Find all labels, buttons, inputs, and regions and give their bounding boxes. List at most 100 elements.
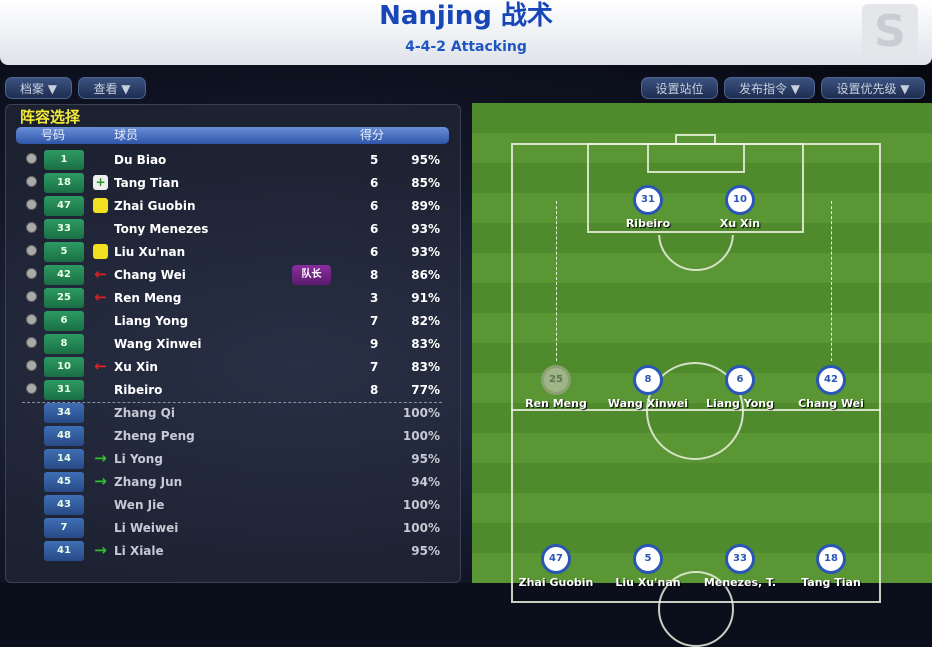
player-condition: 95% <box>411 153 440 167</box>
player-row[interactable]: 41 → Li Xiale 95% <box>20 540 450 562</box>
shirt-number[interactable]: 47 <box>44 196 84 216</box>
shirt-number[interactable]: 34 <box>44 403 84 423</box>
player-row[interactable]: 18 + Tang Tian 6 85% <box>20 172 450 194</box>
pitch-player-label: Ren Meng <box>525 397 587 410</box>
pitch-player-marker[interactable]: 33 <box>725 544 755 574</box>
player-condition: 93% <box>411 222 440 236</box>
ball-icon <box>26 268 37 279</box>
player-name[interactable]: Li Weiwei <box>114 521 179 535</box>
player-name[interactable]: Du Biao <box>114 153 167 167</box>
pitch-player-marker[interactable]: 25 <box>541 365 571 395</box>
pitch-player-marker[interactable]: 10 <box>725 185 755 215</box>
player-condition: 95% <box>411 544 440 558</box>
ball-icon <box>26 337 37 348</box>
player-rating: 7 <box>370 360 379 374</box>
player-name[interactable]: Ribeiro <box>114 383 163 397</box>
player-rating: 6 <box>370 176 379 190</box>
player-rating: 7 <box>370 314 379 328</box>
issue-instructions-button[interactable]: 发布指令 ▼ <box>724 77 815 99</box>
shirt-number[interactable]: 41 <box>44 541 84 561</box>
player-row[interactable]: 25 ← Ren Meng 3 91% <box>20 287 450 309</box>
red-arrow-icon: ← <box>94 288 107 306</box>
shirt-number[interactable]: 6 <box>44 311 84 331</box>
shirt-number[interactable]: 33 <box>44 219 84 239</box>
pitch-player-marker[interactable]: 18 <box>816 544 846 574</box>
pitch-player-marker[interactable]: 8 <box>633 365 663 395</box>
player-condition: 89% <box>411 199 440 213</box>
player-condition: 91% <box>411 291 440 305</box>
player-row[interactable]: 42 ← Chang Wei 队长 8 86% <box>20 264 450 286</box>
player-row[interactable]: 45 → Zhang Jun 94% <box>20 471 450 493</box>
six-yard-box <box>647 143 745 173</box>
pitch-player-marker[interactable]: 42 <box>816 365 846 395</box>
player-name[interactable]: Zhang Jun <box>114 475 183 489</box>
shirt-number[interactable]: 7 <box>44 518 84 538</box>
player-condition: 95% <box>411 452 440 466</box>
pitch-player-marker[interactable]: 6 <box>725 365 755 395</box>
player-name[interactable]: Li Yong <box>114 452 163 466</box>
player-row[interactable]: 43 Wen Jie 100% <box>20 494 450 516</box>
player-row[interactable]: 14 → Li Yong 95% <box>20 448 450 470</box>
player-row[interactable]: 5 Liu Xu'nan 6 93% <box>20 241 450 263</box>
player-row[interactable]: 1 Du Biao 5 95% <box>20 149 450 171</box>
player-name[interactable]: Liu Xu'nan <box>114 245 186 259</box>
col-rating[interactable]: 得分 <box>360 128 385 142</box>
player-name[interactable]: Ren Meng <box>114 291 182 305</box>
player-condition: 83% <box>411 360 440 374</box>
player-name[interactable]: Chang Wei <box>114 268 186 282</box>
shirt-number[interactable]: 31 <box>44 380 84 400</box>
player-name[interactable]: Li Xiale <box>114 544 164 558</box>
player-name[interactable]: Tony Menezes <box>114 222 209 236</box>
pitch-player-label: Wang Xinwei <box>607 397 689 410</box>
player-row[interactable]: 6 Liang Yong 7 82% <box>20 310 450 332</box>
player-name[interactable]: Zhai Guobin <box>114 199 196 213</box>
player-name[interactable]: Xu Xin <box>114 360 158 374</box>
player-row[interactable]: 47 Zhai Guobin 6 89% <box>20 195 450 217</box>
set-positions-button[interactable]: 设置站位 <box>641 77 718 99</box>
subs-divider <box>22 402 442 403</box>
player-rating: 8 <box>370 268 379 282</box>
shirt-number[interactable]: 45 <box>44 472 84 492</box>
player-row[interactable]: 10 ← Xu Xin 7 83% <box>20 356 450 378</box>
player-row[interactable]: 31 Ribeiro 8 77% <box>20 379 450 401</box>
player-condition: 77% <box>411 383 440 397</box>
tactics-pitch[interactable]: 31 Ribeiro 10 Xu Xin 25 Ren Meng 8 Wang Xinwei 6… <box>472 103 932 647</box>
set-priorities-button[interactable]: 设置优先级 ▼ <box>821 77 925 99</box>
player-name[interactable]: Tang Tian <box>114 176 179 190</box>
ball-icon <box>26 314 37 325</box>
shirt-number[interactable]: 8 <box>44 334 84 354</box>
pitch-player-marker[interactable]: 47 <box>541 544 571 574</box>
player-row[interactable]: 7 Li Weiwei 100% <box>20 517 450 539</box>
run-arrow-right <box>831 201 832 361</box>
pitch-player-marker[interactable]: 5 <box>633 544 663 574</box>
col-player[interactable]: 球员 <box>114 128 139 142</box>
shirt-number[interactable]: 1 <box>44 150 84 170</box>
shirt-number[interactable]: 14 <box>44 449 84 469</box>
player-condition: 100% <box>402 498 440 512</box>
player-row[interactable]: 48 Zheng Peng 100% <box>20 425 450 447</box>
shirt-number[interactable]: 5 <box>44 242 84 262</box>
goal <box>675 134 716 145</box>
player-name[interactable]: Zheng Peng <box>114 429 195 443</box>
shirt-number[interactable]: 10 <box>44 357 84 377</box>
player-row[interactable]: 33 Tony Menezes 6 93% <box>20 218 450 240</box>
ball-icon <box>26 153 37 164</box>
col-number[interactable]: 号码 <box>41 128 66 142</box>
shirt-number[interactable]: 43 <box>44 495 84 515</box>
profile-menu-button[interactable]: 档案 ▼ <box>5 77 72 99</box>
pitch-player-label: Ribeiro <box>625 217 671 230</box>
pitch-player-marker[interactable]: 31 <box>633 185 663 215</box>
shirt-number[interactable]: 18 <box>44 173 84 193</box>
shirt-number[interactable]: 48 <box>44 426 84 446</box>
player-name[interactable]: Wang Xinwei <box>114 337 202 351</box>
view-menu-button[interactable]: 查看 ▼ <box>78 77 146 99</box>
player-condition: 83% <box>411 337 440 351</box>
player-row[interactable]: 8 Wang Xinwei 9 83% <box>20 333 450 355</box>
shirt-number[interactable]: 42 <box>44 265 84 285</box>
player-name[interactable]: Zhang Qi <box>114 406 175 420</box>
player-name[interactable]: Wen Jie <box>114 498 165 512</box>
player-row[interactable]: 34 Zhang Qi 100% <box>20 402 450 424</box>
player-name[interactable]: Liang Yong <box>114 314 189 328</box>
shirt-number[interactable]: 25 <box>44 288 84 308</box>
logo-icon: S <box>862 4 918 60</box>
